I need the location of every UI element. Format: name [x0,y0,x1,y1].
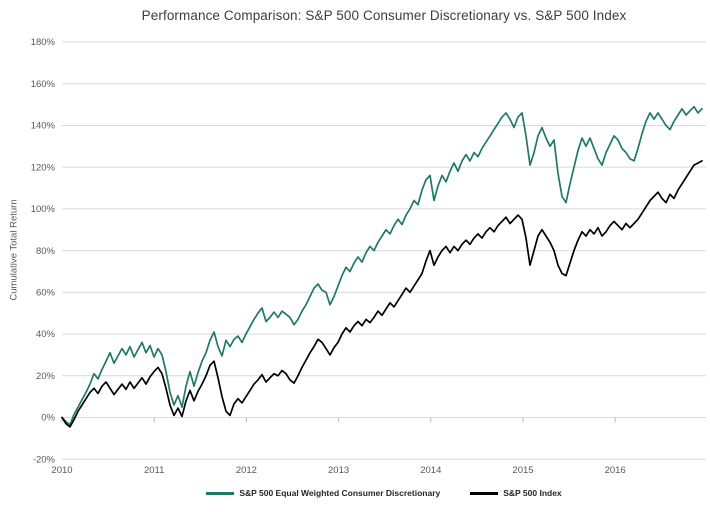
y-axis-tick-label: 0% [41,413,55,424]
y-axis-tick-label: 20% [36,371,56,382]
x-axis-tick-label: 2011 [144,465,164,476]
legend: S&P 500 Equal Weighted Consumer Discreti… [62,488,706,498]
legend-item-equal-weighted-consumer-discretionary: S&P 500 Equal Weighted Consumer Discreti… [206,488,440,498]
legend-label-sp500-index: S&P 500 Index [503,488,562,498]
y-axis-tick-label: 40% [36,329,56,340]
legend-item-sp500-index: S&P 500 Index [470,488,562,498]
legend-line-swatch-green-icon [206,491,235,495]
x-axis-tick-label: 2015 [512,465,533,476]
y-axis-tick-label: 80% [36,246,56,257]
series-line-s-p-500-equal-weighted-consumer-discretionary [61,105,703,426]
y-axis-tick-label: 120% [31,162,56,173]
y-axis-tick-label: 160% [31,79,56,90]
chart-title: Performance Comparison: S&P 500 Consumer… [141,8,627,23]
x-axis-tick-label: 2013 [328,465,349,476]
x-axis-tick-label: 2012 [236,465,257,476]
legend-line-swatch-black-icon [470,491,499,495]
series-line-s-p-500-index [61,160,703,428]
x-axis-tick-label: 2010 [51,465,72,476]
y-axis-tick-label: 100% [31,204,56,215]
legend-label-equal-weighted: S&P 500 Equal Weighted Consumer Discreti… [239,488,441,498]
y-axis-tick-label: 140% [31,121,56,132]
x-axis-tick-label: 2014 [420,465,441,476]
y-axis-tick-label: -20% [33,454,56,465]
y-axis-tick-label: 60% [36,288,56,299]
x-axis-tick-label: 2016 [605,465,626,476]
y-axis-tick-label: 180% [31,37,56,48]
